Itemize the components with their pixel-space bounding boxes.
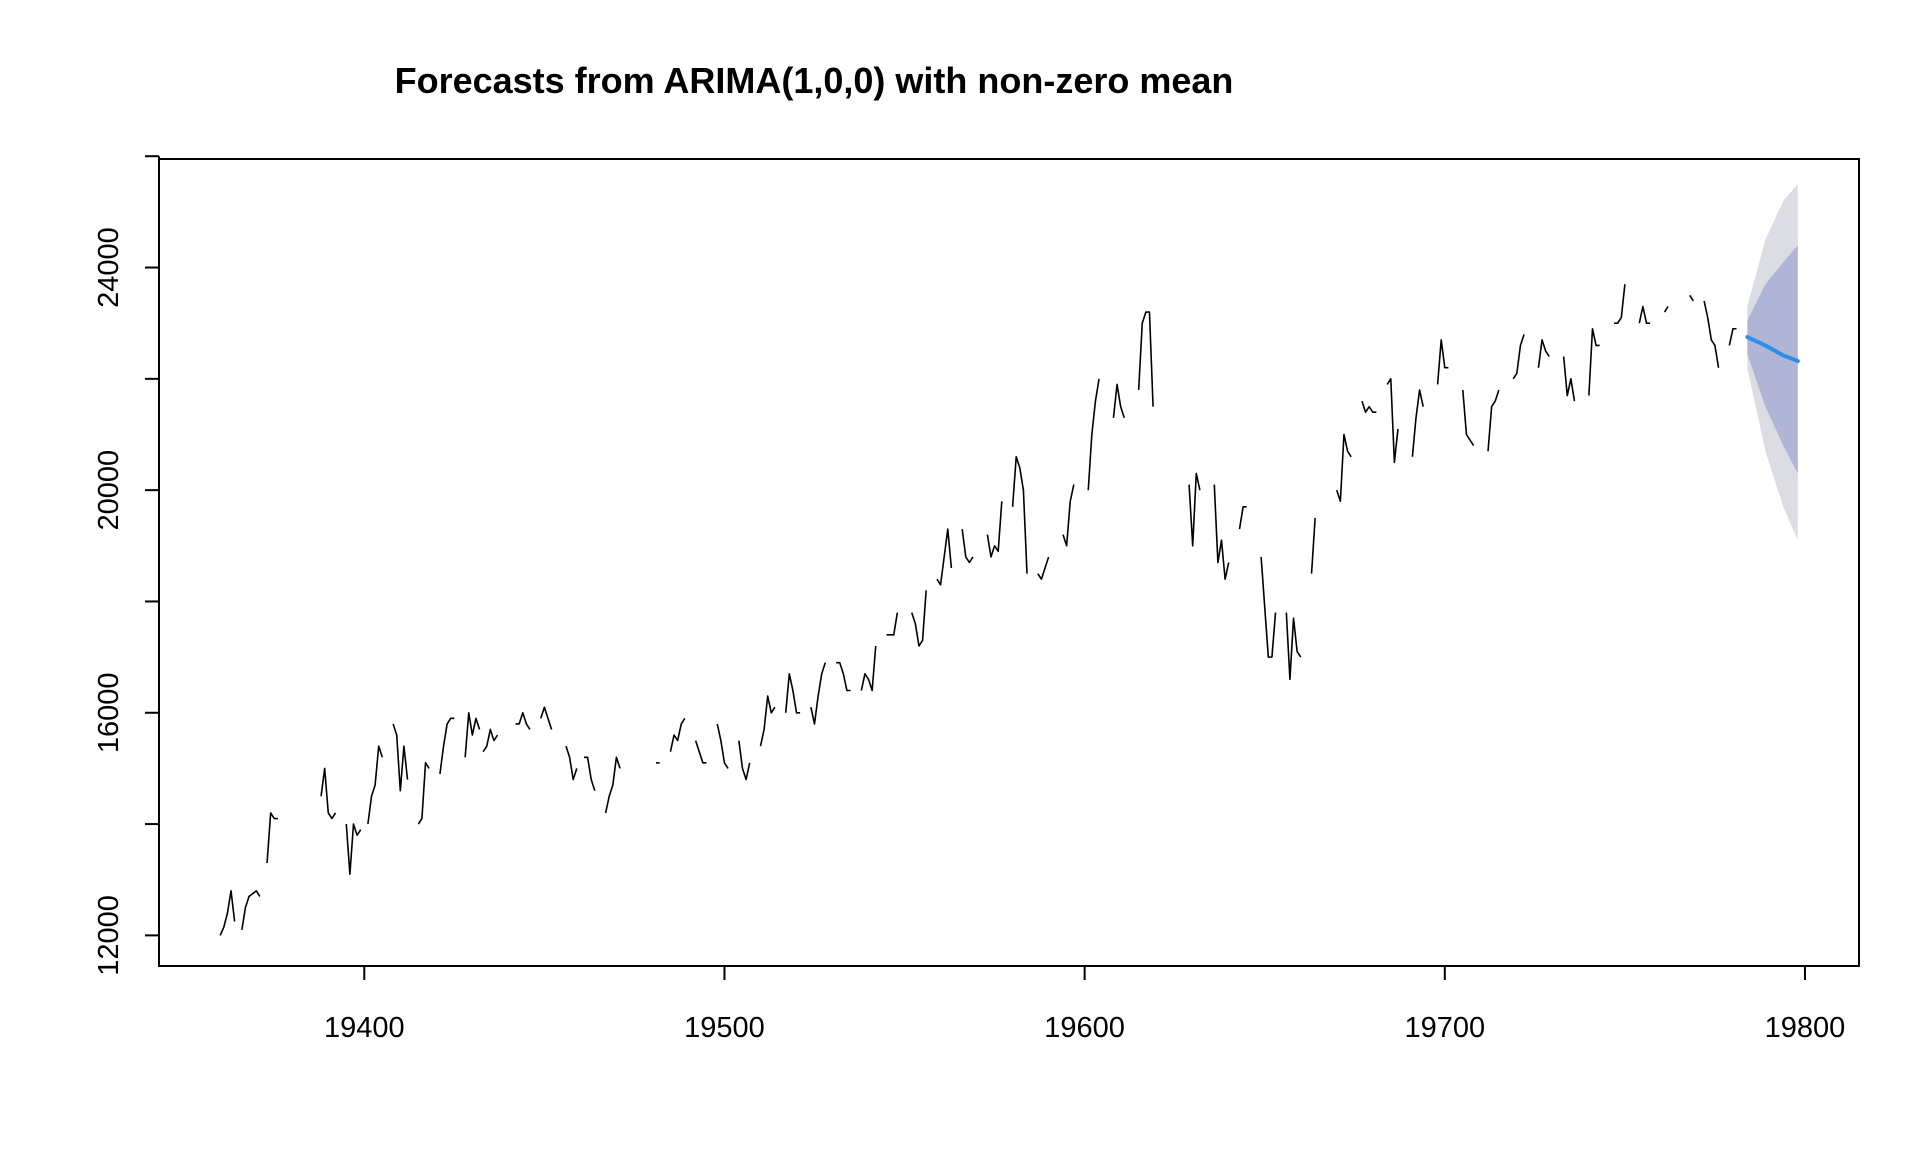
observed-series bbox=[219, 284, 1737, 936]
observed-line-segment bbox=[367, 745, 384, 825]
observed-line-segment bbox=[1285, 612, 1302, 681]
observed-line-segment bbox=[986, 501, 1003, 558]
observed-line-segment bbox=[482, 728, 499, 753]
x-tick-label: 19700 bbox=[1404, 1012, 1485, 1044]
observed-line-segment bbox=[604, 756, 621, 814]
observed-line-segment bbox=[1588, 327, 1600, 396]
observed-line-segment bbox=[1411, 389, 1424, 457]
observed-line-segment bbox=[1728, 327, 1737, 346]
observed-line-segment bbox=[1512, 334, 1525, 380]
observed-line-segment bbox=[241, 890, 261, 930]
forecast-series bbox=[1745, 335, 1800, 364]
observed-line-segment bbox=[1238, 506, 1247, 530]
x-tick-label: 19800 bbox=[1765, 1012, 1846, 1044]
observed-line-segment bbox=[716, 723, 729, 769]
y-tick-label: 24000 bbox=[93, 227, 125, 308]
observed-line-segment bbox=[540, 706, 553, 730]
observed-line-segment bbox=[219, 890, 236, 936]
x-tick-label: 19400 bbox=[324, 1012, 405, 1044]
observed-line-segment bbox=[1087, 378, 1100, 491]
observed-line-segment bbox=[836, 661, 851, 692]
observed-line-segment bbox=[886, 612, 899, 636]
y-tick-label: 20000 bbox=[93, 450, 125, 531]
observed-line-segment bbox=[1562, 356, 1576, 402]
observed-line-segment bbox=[1537, 339, 1550, 368]
y-tick-label: 12000 bbox=[93, 895, 125, 976]
forecast-intervals bbox=[1747, 184, 1798, 541]
observed-line-segment bbox=[464, 711, 481, 758]
observed-line-segment bbox=[784, 673, 801, 714]
observed-line-segment bbox=[1062, 484, 1075, 547]
x-tick-label: 19600 bbox=[1044, 1012, 1125, 1044]
observed-line-segment bbox=[1689, 294, 1694, 302]
x-axis: 19400 19500 19600 19700 19800 bbox=[324, 965, 1846, 1044]
observed-line-segment bbox=[1188, 472, 1201, 547]
observed-line-segment bbox=[1386, 378, 1399, 464]
observed-line-segment bbox=[910, 590, 927, 647]
observed-line-segment bbox=[1037, 556, 1050, 580]
observed-line-segment bbox=[694, 740, 707, 764]
observed-line-segment bbox=[1335, 433, 1352, 503]
forecast-mean-line bbox=[1745, 335, 1800, 364]
plot-frame bbox=[158, 158, 1860, 967]
y-axis: 12000 16000 20000 24000 bbox=[93, 155, 160, 976]
observed-line-segment bbox=[936, 528, 953, 586]
observed-line-segment bbox=[669, 717, 686, 752]
x-tick-label: 19500 bbox=[684, 1012, 765, 1044]
observed-line-segment bbox=[961, 529, 974, 564]
observed-line-segment bbox=[515, 711, 531, 730]
observed-line-segment bbox=[759, 695, 776, 747]
observed-line-segment bbox=[1663, 306, 1669, 313]
observed-line-segment bbox=[439, 717, 455, 775]
observed-line-segment bbox=[417, 762, 430, 825]
observed-line-segment bbox=[392, 723, 409, 792]
y-tick-label: 16000 bbox=[93, 672, 125, 753]
observed-line-segment bbox=[1614, 284, 1626, 324]
observed-line-segment bbox=[1310, 517, 1316, 574]
observed-line-segment bbox=[1137, 311, 1154, 407]
chart-title: Forecasts from ARIMA(1,0,0) with non-zer… bbox=[395, 60, 1234, 101]
observed-line-segment bbox=[1213, 484, 1230, 580]
observed-line-segment bbox=[584, 756, 596, 791]
observed-line-segment bbox=[1462, 389, 1475, 447]
observed-line-segment bbox=[1112, 383, 1126, 419]
observed-line-segment bbox=[1638, 305, 1651, 324]
interval-80-band bbox=[1747, 245, 1798, 474]
observed-line-segment bbox=[810, 662, 827, 725]
observed-line-segment bbox=[1011, 455, 1028, 574]
observed-line-segment bbox=[738, 740, 751, 781]
observed-line-segment bbox=[1361, 400, 1377, 414]
observed-line-segment bbox=[320, 767, 337, 820]
observed-line-segment bbox=[266, 812, 278, 864]
observed-line-segment bbox=[345, 823, 362, 875]
observed-line-segment bbox=[1487, 389, 1500, 452]
observed-line-segment bbox=[1260, 556, 1277, 658]
observed-line-segment bbox=[1703, 300, 1720, 368]
observed-line-segment bbox=[565, 745, 578, 781]
observed-line-segment bbox=[860, 645, 877, 692]
observed-line-segment bbox=[1436, 339, 1449, 385]
